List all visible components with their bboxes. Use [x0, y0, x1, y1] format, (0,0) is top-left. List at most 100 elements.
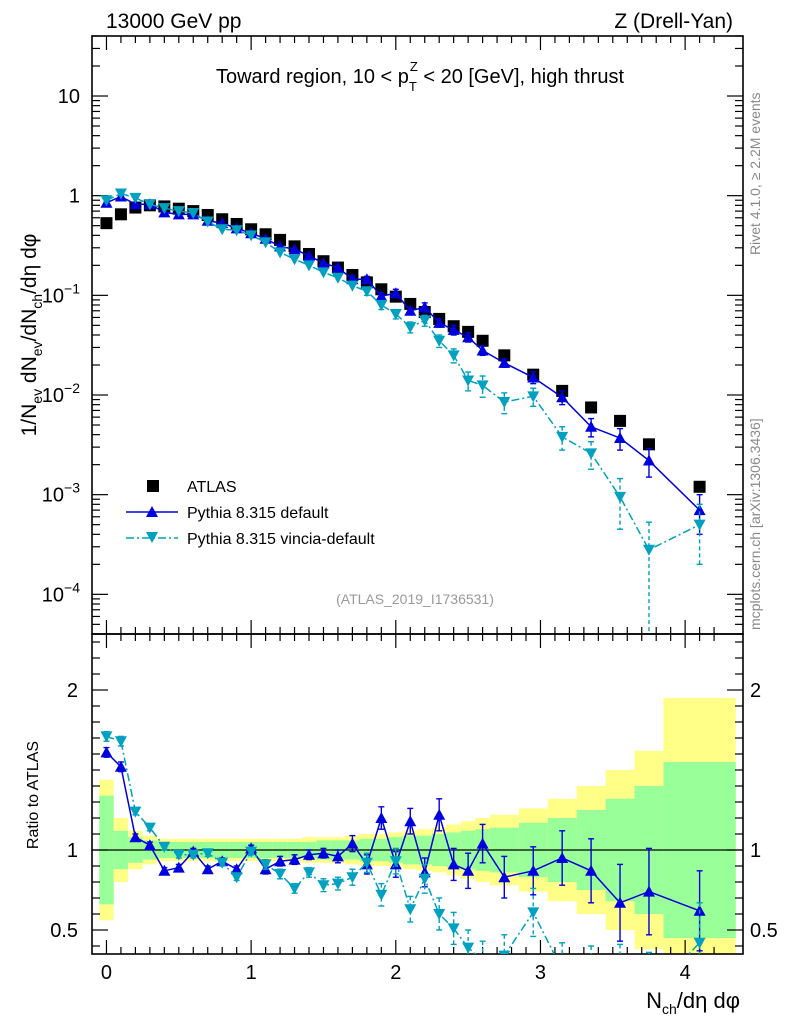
main-point — [418, 301, 431, 313]
plot-title: Toward region, 10 < pTZ < 20 [GeV], high… — [216, 59, 624, 94]
main-point — [556, 391, 569, 403]
ratio-point — [404, 815, 417, 827]
main-line-1 — [106, 195, 701, 511]
ratio-point — [172, 861, 185, 873]
ratio-point — [346, 837, 359, 849]
ratio-y-tick-label-left-1: 1 — [67, 840, 78, 862]
plot-title-sub: T — [409, 79, 417, 94]
main-point — [143, 199, 156, 211]
main-point — [418, 315, 431, 327]
main-point — [317, 267, 330, 279]
main-point — [404, 304, 417, 316]
tick-exp: −1 — [64, 280, 80, 296]
main-point — [614, 491, 627, 503]
plot-title-sup: Z — [410, 59, 418, 74]
ratio-point — [216, 857, 229, 869]
main-series-2 — [100, 188, 706, 634]
ratio-point — [614, 978, 626, 989]
ratio-point — [447, 858, 460, 870]
x-tick-label-1: 1 — [246, 962, 257, 984]
main-point — [404, 322, 417, 334]
main-point — [303, 260, 315, 272]
main-point — [556, 431, 569, 443]
ratio-point — [331, 850, 344, 862]
main-point — [331, 272, 344, 284]
axis-ticks — [92, 35, 743, 954]
ratio-line-0 — [105, 751, 700, 912]
ratio-point — [375, 812, 388, 823]
ratio-point — [433, 909, 446, 920]
legend-default-label: Pythia 8.315 default — [187, 505, 329, 522]
main-point — [585, 420, 598, 432]
ratio-point — [317, 880, 330, 892]
main-point — [476, 334, 489, 347]
xlabel-part-2: /dη dφ — [677, 988, 740, 1013]
main-series-0 — [100, 199, 706, 493]
ratio-series — [100, 730, 706, 989]
main-point — [433, 316, 446, 328]
x-tick-label-4: 4 — [680, 962, 691, 984]
main-point — [360, 286, 373, 298]
ratio-point — [274, 869, 287, 880]
main-point — [476, 380, 489, 392]
ratio-point — [447, 923, 460, 935]
main-y-tick-label-2: 10−1 — [42, 280, 80, 307]
ratio-y-tick-label-right-0: 0.5 — [750, 920, 778, 942]
ratio-tick-labels: 0.5 0.5 1 1 2 2 0 1 2 3 4 — [50, 680, 778, 984]
legend-atlas-marker — [147, 480, 159, 492]
tick-base: 1 — [69, 186, 80, 208]
main-point — [447, 323, 460, 335]
ratio-point — [404, 904, 417, 916]
main-point — [693, 519, 706, 531]
ratio-point — [389, 856, 402, 868]
ratio-point — [303, 867, 315, 879]
x-tick-label-3: 3 — [535, 962, 546, 984]
ylabel-part-0: 1/N — [18, 404, 41, 437]
ylabel-part-6: /dη dφ — [18, 234, 41, 294]
ratio-clip-group — [100, 730, 706, 989]
main-series — [100, 188, 706, 634]
ratio-point — [114, 760, 127, 772]
ratio-point — [585, 864, 598, 876]
ratio-point — [556, 852, 569, 863]
main-point — [389, 308, 402, 320]
ylabel-part-1: ev — [29, 389, 45, 404]
tick-exp: −2 — [64, 380, 80, 396]
tick-base: 10 — [42, 285, 64, 307]
main-point — [114, 188, 127, 200]
ratio-point — [303, 848, 315, 860]
ratio-point — [158, 841, 171, 853]
main-point — [585, 448, 598, 460]
main-point — [172, 206, 185, 218]
ratio-point — [375, 889, 388, 901]
legend-vincia-marker — [146, 532, 158, 543]
ratio-point — [274, 855, 287, 867]
tick-exp: −3 — [64, 480, 80, 496]
ratio-y-tick-label-right-2: 2 — [750, 680, 761, 702]
main-point — [245, 230, 258, 242]
ratio-point — [129, 831, 142, 843]
legend: ATLAS Pythia 8.315 default Pythia 8.315 … — [126, 479, 375, 548]
main-point — [527, 371, 540, 383]
main-y-tick-label-5: 10−4 — [42, 579, 80, 606]
main-point — [129, 192, 142, 204]
main-point — [317, 257, 330, 269]
tick-exp: −4 — [64, 579, 80, 595]
xlabel-part-0: N — [646, 988, 662, 1013]
main-point — [100, 195, 113, 207]
ratio-point — [527, 907, 540, 919]
main-point — [498, 397, 511, 409]
main-point — [642, 454, 655, 466]
main-point — [360, 273, 373, 285]
main-point — [462, 375, 475, 387]
ratio-series-1 — [100, 730, 706, 989]
tick-base: 10 — [42, 385, 64, 407]
ratio-point — [476, 837, 489, 849]
legend-vincia-label: Pythia 8.315 vincia-default — [187, 531, 375, 548]
main-point — [693, 480, 706, 493]
ratio-point — [331, 878, 344, 890]
ratio-point — [418, 873, 431, 885]
ratio-point — [346, 872, 359, 884]
plot-title-pre: Toward region, 10 < p — [216, 66, 409, 88]
